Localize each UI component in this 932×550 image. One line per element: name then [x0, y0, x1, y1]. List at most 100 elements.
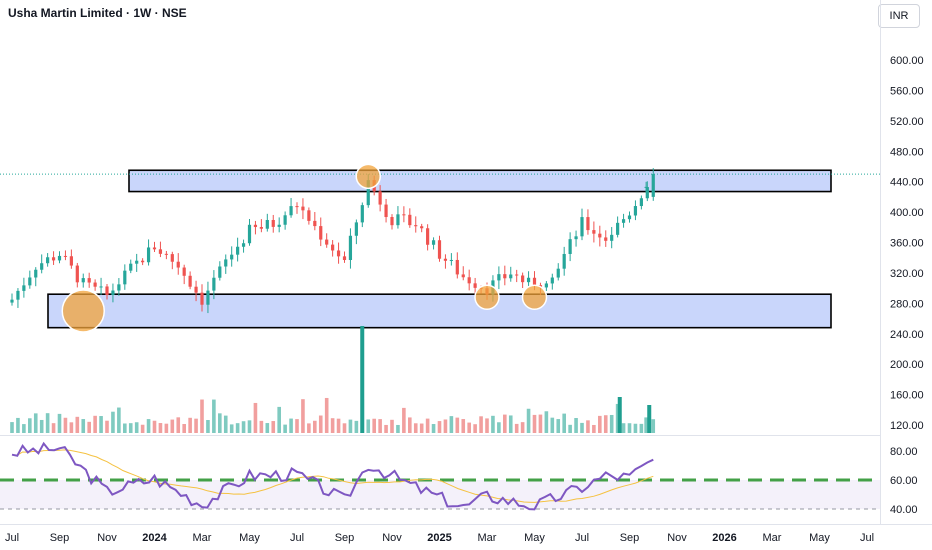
- candle-body: [146, 247, 151, 263]
- candle-body: [152, 247, 157, 250]
- volume-bar: [443, 419, 448, 433]
- rsi-band: [0, 480, 880, 509]
- time-tick-label: Jul: [5, 532, 19, 544]
- time-tick-label: Mar: [478, 532, 497, 544]
- price-tick-label: 160.00: [890, 390, 924, 402]
- candle-body: [651, 174, 655, 197]
- volume-bar: [51, 423, 56, 433]
- volume-bar: [289, 418, 293, 433]
- price-tick-label: 560.00: [890, 85, 924, 97]
- volume-bar: [647, 405, 652, 433]
- candle-body: [378, 191, 382, 205]
- volume-bar: [408, 417, 412, 433]
- candle-body: [301, 206, 305, 211]
- candle-body: [621, 219, 626, 223]
- candle-body: [105, 286, 109, 295]
- candle-body: [544, 283, 548, 288]
- volume-bar: [455, 417, 460, 433]
- candle-body: [200, 292, 204, 305]
- volume-bar: [633, 423, 638, 433]
- candle-body: [366, 180, 370, 206]
- candle-body: [111, 290, 115, 295]
- volume-bar: [586, 420, 590, 433]
- volume-bar: [39, 419, 44, 433]
- candle-body: [455, 259, 459, 275]
- volume-bar: [200, 399, 204, 433]
- volume-bar: [182, 424, 186, 433]
- currency-selector[interactable]: INR: [878, 4, 920, 28]
- volume-bar: [562, 413, 566, 433]
- candle-body: [325, 239, 329, 245]
- candle-body: [247, 224, 252, 244]
- candle-body: [265, 219, 269, 229]
- volume-bar: [348, 419, 353, 433]
- candle-body: [51, 257, 56, 261]
- volume-bar: [265, 423, 270, 433]
- volume-bar: [615, 403, 620, 433]
- price-tick-label: 120.00: [890, 420, 924, 432]
- candle-body: [449, 259, 453, 261]
- resistance-zone: [128, 169, 832, 193]
- candle-body: [46, 257, 50, 264]
- volume-bar: [140, 424, 145, 433]
- candle-body: [562, 253, 566, 269]
- volume-bar: [158, 423, 163, 433]
- volume-bar: [467, 422, 471, 433]
- volume-bar: [526, 408, 531, 433]
- candle-body: [342, 256, 347, 261]
- volume-bar: [503, 414, 507, 433]
- candle-body: [408, 214, 412, 226]
- time-tick-label: May: [524, 532, 545, 544]
- volume-bar: [259, 420, 264, 433]
- volume-bar: [45, 413, 50, 433]
- candle-body: [129, 263, 133, 271]
- candle-body: [277, 224, 281, 227]
- volume-bar: [253, 402, 258, 433]
- volume-bar: [10, 422, 14, 433]
- candle-body: [592, 230, 596, 234]
- price-axis: 600.00 560.00 520.00 480.00 440.00 400.00 360.…: [890, 55, 924, 516]
- volume-bar: [33, 413, 38, 433]
- volume-bar: [651, 419, 656, 433]
- volume-bar: [87, 421, 91, 433]
- price-tick-label: 600.00: [890, 55, 924, 67]
- volume-bar: [16, 417, 20, 433]
- time-tick-label: Sep: [50, 532, 70, 544]
- candle-body: [574, 236, 578, 240]
- candle-body: [402, 214, 406, 216]
- time-tick-label: Mar: [193, 532, 212, 544]
- candle-body: [63, 255, 68, 257]
- volume-bar: [461, 419, 466, 433]
- volume-bar: [402, 407, 406, 433]
- candle-body: [331, 244, 335, 251]
- volume-bar: [146, 419, 151, 433]
- candle-body: [420, 226, 424, 229]
- candle-body: [212, 277, 216, 291]
- volume-bar: [324, 397, 329, 433]
- time-tick-label: May: [239, 532, 260, 544]
- candle-body: [426, 228, 430, 245]
- rsi-tick-label: 80.00: [890, 446, 918, 458]
- volume-bar: [57, 413, 62, 433]
- volume-bar: [206, 420, 210, 433]
- volume-bar: [425, 418, 430, 433]
- candle-body: [360, 205, 364, 223]
- candle-body: [443, 258, 448, 261]
- candle-body: [437, 240, 442, 259]
- candle-body: [526, 277, 531, 283]
- volume-bar: [301, 399, 305, 433]
- candle-body: [22, 285, 26, 291]
- candle-body: [384, 204, 388, 218]
- candle-body: [461, 274, 465, 278]
- volume-bar: [271, 421, 276, 433]
- volume-bar: [123, 423, 127, 433]
- candle-body: [396, 214, 400, 226]
- time-tick-label: Sep: [335, 532, 355, 544]
- volume-bar: [479, 416, 483, 433]
- candle-body: [414, 225, 418, 227]
- candle-body: [532, 277, 537, 286]
- volume-bar: [212, 399, 216, 433]
- candle-body: [99, 286, 103, 288]
- volume-bar: [609, 414, 614, 433]
